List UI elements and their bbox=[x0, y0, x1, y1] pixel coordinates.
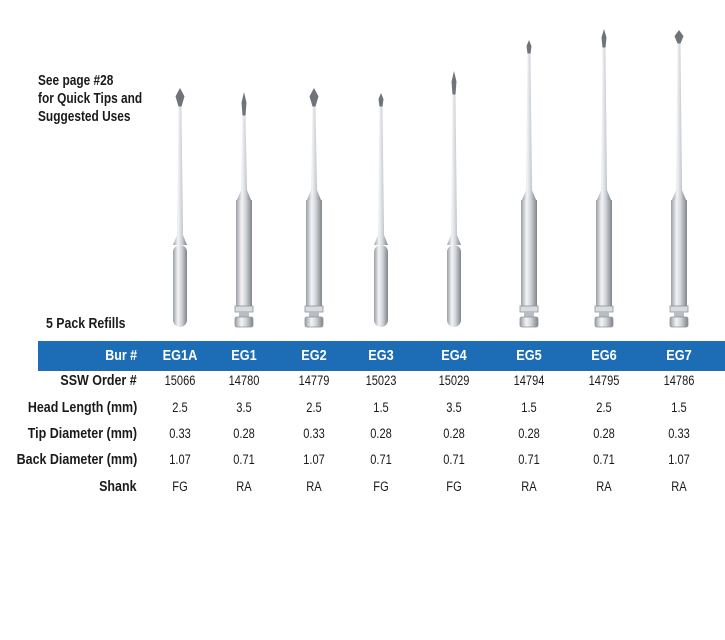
bur-code-text: EG1 bbox=[231, 347, 257, 364]
bur-eg2-illustration bbox=[304, 88, 324, 328]
bur-code: EG4 bbox=[424, 341, 484, 371]
spec-cell: 14780 bbox=[228, 373, 260, 388]
spec-cell: 14794 bbox=[513, 373, 545, 388]
bur-eg3-illustration bbox=[374, 93, 388, 327]
bur-eg6-illustration bbox=[594, 29, 614, 328]
bur-code-text: EG2 bbox=[301, 347, 327, 364]
spec-cell: 0.71 bbox=[593, 452, 615, 467]
spec-cell: 0.33 bbox=[668, 426, 690, 441]
spec-cell: 0.28 bbox=[518, 426, 540, 441]
spec-row-label: Tip Diameter (mm) bbox=[27, 426, 137, 442]
spec-cell: 15066 bbox=[164, 373, 196, 388]
spec-cell: 2.5 bbox=[172, 400, 188, 415]
spec-cell: 3.5 bbox=[236, 400, 252, 415]
spec-cell: 3.5 bbox=[446, 400, 462, 415]
spec-cell: 0.71 bbox=[443, 452, 465, 467]
spec-cell: 0.71 bbox=[518, 452, 540, 467]
bur-eg1-illustration bbox=[234, 92, 254, 328]
spec-cell: 14779 bbox=[298, 373, 330, 388]
spec-row: Back Diameter (mm) 1.07 0.71 1.07 0.71 0.71 0.… bbox=[0, 447, 725, 473]
spec-cell: 0.28 bbox=[593, 426, 615, 441]
spec-cell: 1.07 bbox=[303, 452, 325, 467]
spec-row-label: Head Length (mm) bbox=[27, 400, 137, 416]
spec-cell: 15023 bbox=[365, 373, 397, 388]
spec-cell: 2.5 bbox=[596, 400, 612, 415]
bur-header-row: Bur # EG1A EG1 EG2 EG3 EG4 EG5 EG6 EG7 bbox=[0, 341, 725, 371]
bur-header-band bbox=[38, 341, 725, 371]
note-line: for Quick Tips and bbox=[38, 91, 143, 107]
spec-cell: 14786 bbox=[663, 373, 695, 388]
spec-row-label: Shank bbox=[99, 479, 137, 495]
spec-cell: FG bbox=[446, 479, 462, 494]
quick-tips-note: See page #28 for Quick Tips and Suggeste… bbox=[38, 72, 142, 126]
spec-cell: RA bbox=[521, 479, 537, 494]
bur-code-text: EG1A bbox=[162, 347, 198, 364]
spec-cell: 0.33 bbox=[169, 426, 191, 441]
note-line: Suggested Uses bbox=[38, 109, 131, 125]
spec-cell: RA bbox=[306, 479, 322, 494]
spec-cell: 1.5 bbox=[521, 400, 537, 415]
bur-code: EG1A bbox=[150, 341, 210, 371]
spec-cell: 1.07 bbox=[169, 452, 191, 467]
spec-row: Head Length (mm) 2.5 3.5 2.5 1.5 3.5 1.5 2.5 1.5 bbox=[0, 395, 725, 421]
bur-code: EG1 bbox=[214, 341, 274, 371]
spec-cell: 0.71 bbox=[233, 452, 255, 467]
bur-code: EG5 bbox=[499, 341, 559, 371]
spec-row-label: SSW Order # bbox=[60, 373, 137, 389]
bur-code-text: EG3 bbox=[368, 347, 394, 364]
bur-header-label: Bur # bbox=[105, 348, 137, 364]
bur-code: EG6 bbox=[574, 341, 634, 371]
spec-row: SSW Order # 15066 14780 14779 15023 15029 1479… bbox=[0, 368, 725, 394]
spec-cell: 0.28 bbox=[233, 426, 255, 441]
spec-cell: 14795 bbox=[588, 373, 620, 388]
bur-eg5-illustration bbox=[519, 40, 539, 328]
spec-row-label: Back Diameter (mm) bbox=[16, 452, 137, 468]
spec-cell: RA bbox=[596, 479, 612, 494]
spec-cell: 2.5 bbox=[306, 400, 322, 415]
spec-cell: FG bbox=[172, 479, 188, 494]
bur-illustrations bbox=[173, 29, 689, 328]
bur-code-text: EG5 bbox=[516, 347, 542, 364]
bur-code-text: EG7 bbox=[666, 347, 692, 364]
bur-code: EG7 bbox=[649, 341, 709, 371]
spec-row: Shank FG RA RA FG FG RA RA RA bbox=[0, 474, 725, 500]
spec-cell: 0.28 bbox=[370, 426, 392, 441]
spec-cell: RA bbox=[671, 479, 687, 494]
spec-cell: FG bbox=[373, 479, 389, 494]
bur-eg7-illustration bbox=[669, 30, 689, 328]
spec-row: Tip Diameter (mm) 0.33 0.28 0.33 0.28 0.28 0.2… bbox=[0, 421, 725, 447]
note-line: See page #28 bbox=[38, 73, 114, 89]
bur-code: EG3 bbox=[351, 341, 411, 371]
bur-code-text: EG4 bbox=[441, 347, 467, 364]
spec-cell: RA bbox=[236, 479, 252, 494]
bur-eg1a-illustration bbox=[173, 88, 187, 327]
spec-cell: 1.5 bbox=[373, 400, 389, 415]
spec-cell: 0.28 bbox=[443, 426, 465, 441]
bur-code: EG2 bbox=[284, 341, 344, 371]
spec-cell: 0.71 bbox=[370, 452, 392, 467]
bur-code-text: EG6 bbox=[591, 347, 617, 364]
spec-cell: 1.5 bbox=[671, 400, 687, 415]
refills-label: 5 Pack Refills bbox=[46, 316, 126, 332]
spec-cell: 1.07 bbox=[668, 452, 690, 467]
spec-cell: 0.33 bbox=[303, 426, 325, 441]
bur-eg4-illustration bbox=[447, 71, 461, 327]
spec-cell: 15029 bbox=[438, 373, 470, 388]
